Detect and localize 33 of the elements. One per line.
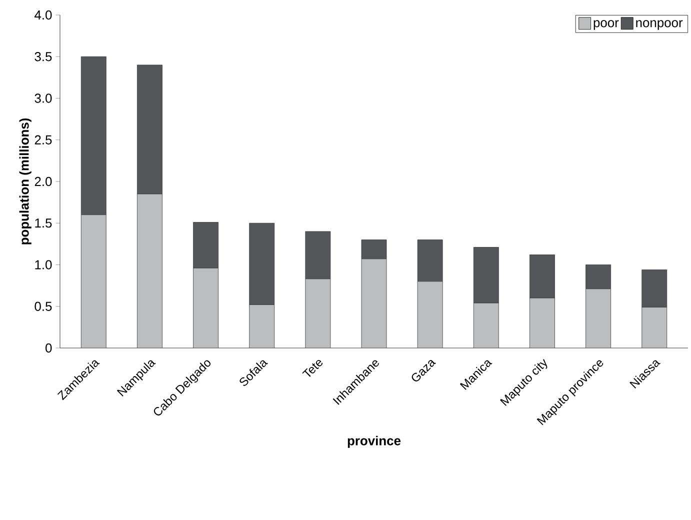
bar <box>249 304 275 348</box>
bar <box>586 264 611 290</box>
y-tick-label: 4.0 <box>34 10 52 20</box>
bar <box>305 278 331 348</box>
legend-label: nonpoor <box>636 20 683 30</box>
legend-label: poor <box>594 20 619 30</box>
y-tick-label: 3.0 <box>34 94 52 103</box>
y-tick-label: 1.0 <box>35 260 52 270</box>
bar <box>193 222 218 268</box>
y-tick-label: 2.0 <box>34 176 52 186</box>
y-tick-label: 0.5 <box>34 302 52 311</box>
bar <box>305 231 331 280</box>
bar <box>361 258 387 348</box>
bar <box>249 222 275 305</box>
y-tick-label: 1.5 <box>35 218 52 228</box>
y-tick-label: 2.5 <box>34 135 52 144</box>
bar <box>80 214 106 348</box>
bar <box>642 307 668 348</box>
bar <box>417 240 443 282</box>
bar <box>361 240 387 260</box>
x-tick-label: Tete <box>302 360 322 377</box>
y-tick-label: 3.5 <box>34 52 52 62</box>
y-tick-label: 0 <box>46 343 52 353</box>
bar <box>137 194 162 348</box>
bar <box>473 302 499 348</box>
y-axis-title: population (millions) <box>19 118 32 244</box>
x-axis-title: province <box>348 436 401 448</box>
bar <box>530 254 555 298</box>
bar <box>586 288 611 348</box>
bar <box>473 247 499 304</box>
bar <box>417 281 443 348</box>
bar <box>193 268 218 348</box>
bar <box>530 298 555 348</box>
